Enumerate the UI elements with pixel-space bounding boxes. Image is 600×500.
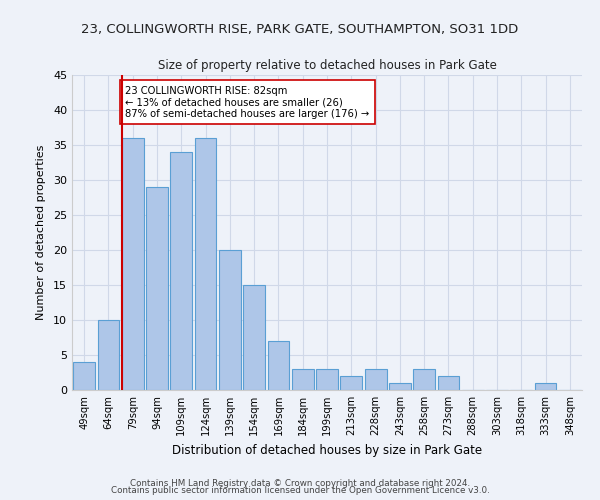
Bar [316,369,338,390]
Text: 23 COLLINGWORTH RISE: 82sqm
← 13% of detached houses are smaller (26)
87% of sem: 23 COLLINGWORTH RISE: 82sqm ← 13% of det… [125,86,370,118]
Bar [194,138,217,390]
Title: Size of property relative to detached houses in Park Gate: Size of property relative to detached ho… [158,60,496,72]
Bar [365,369,386,390]
Bar [413,369,435,390]
Bar [292,369,314,390]
Bar [146,187,168,390]
Text: Contains public sector information licensed under the Open Government Licence v3: Contains public sector information licen… [110,486,490,495]
Bar [97,320,119,390]
Text: 23, COLLINGWORTH RISE, PARK GATE, SOUTHAMPTON, SO31 1DD: 23, COLLINGWORTH RISE, PARK GATE, SOUTHA… [82,22,518,36]
Bar [122,138,143,390]
Bar [243,285,265,390]
Bar [268,341,289,390]
Y-axis label: Number of detached properties: Number of detached properties [36,145,46,320]
Bar [219,250,241,390]
Bar [437,376,460,390]
Bar [340,376,362,390]
Bar [535,383,556,390]
Bar [73,362,95,390]
X-axis label: Distribution of detached houses by size in Park Gate: Distribution of detached houses by size … [172,444,482,456]
Text: Contains HM Land Registry data © Crown copyright and database right 2024.: Contains HM Land Registry data © Crown c… [130,478,470,488]
Bar [170,152,192,390]
Bar [389,383,411,390]
